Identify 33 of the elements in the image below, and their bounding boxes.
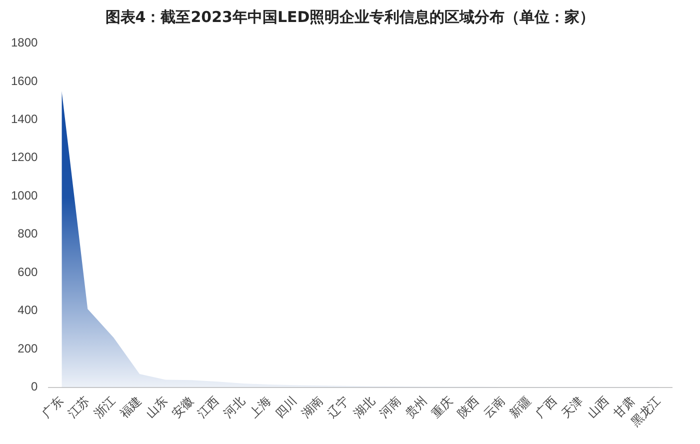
x-tick-label: 浙江: [91, 394, 118, 421]
x-tick-label: 河南: [376, 394, 404, 421]
y-tick-label: 600: [18, 264, 38, 279]
x-tick-label: 安徽: [168, 394, 196, 421]
y-tick-label: 1800: [10, 36, 38, 50]
y-tick-label: 1000: [10, 188, 38, 202]
y-tick-label: 200: [18, 341, 38, 356]
x-tick-label: 福建: [117, 394, 144, 421]
x-tick-label: 新疆: [506, 394, 534, 421]
y-tick-label: 400: [18, 303, 38, 318]
x-tick-label: 山东: [143, 394, 170, 421]
x-tick-label: 云南: [480, 394, 508, 421]
x-tick-label: 河北: [220, 394, 248, 421]
x-tick-label: 江苏: [65, 394, 92, 421]
y-tick-label: 0: [31, 380, 38, 394]
chart-title: 图表4：截至2023年中国LED照明企业专利信息的区域分布（单位：家）: [104, 8, 596, 27]
x-tick-label: 湖北: [350, 394, 378, 421]
x-tick-label: 陕西: [454, 394, 482, 421]
x-tick-label: 重庆: [428, 394, 456, 421]
x-tick-label: 江西: [194, 394, 222, 421]
x-tick-label: 广东: [39, 394, 66, 421]
x-tick-label: 山西: [584, 394, 612, 421]
x-tick-label: 上海: [246, 394, 274, 421]
y-tick-label: 1200: [10, 150, 38, 164]
x-tick-label: 湖南: [298, 394, 326, 421]
y-tick-label: 800: [18, 226, 38, 241]
x-tick-label: 贵州: [402, 394, 430, 421]
x-tick-label: 辽宁: [324, 394, 352, 421]
x-tick-label: 四川: [272, 394, 300, 421]
y-tick-label: 1400: [10, 112, 38, 126]
y-tick-label: 1600: [10, 74, 38, 88]
x-tick-label: 广西: [532, 394, 560, 421]
x-tick-label: 天津: [558, 394, 586, 421]
